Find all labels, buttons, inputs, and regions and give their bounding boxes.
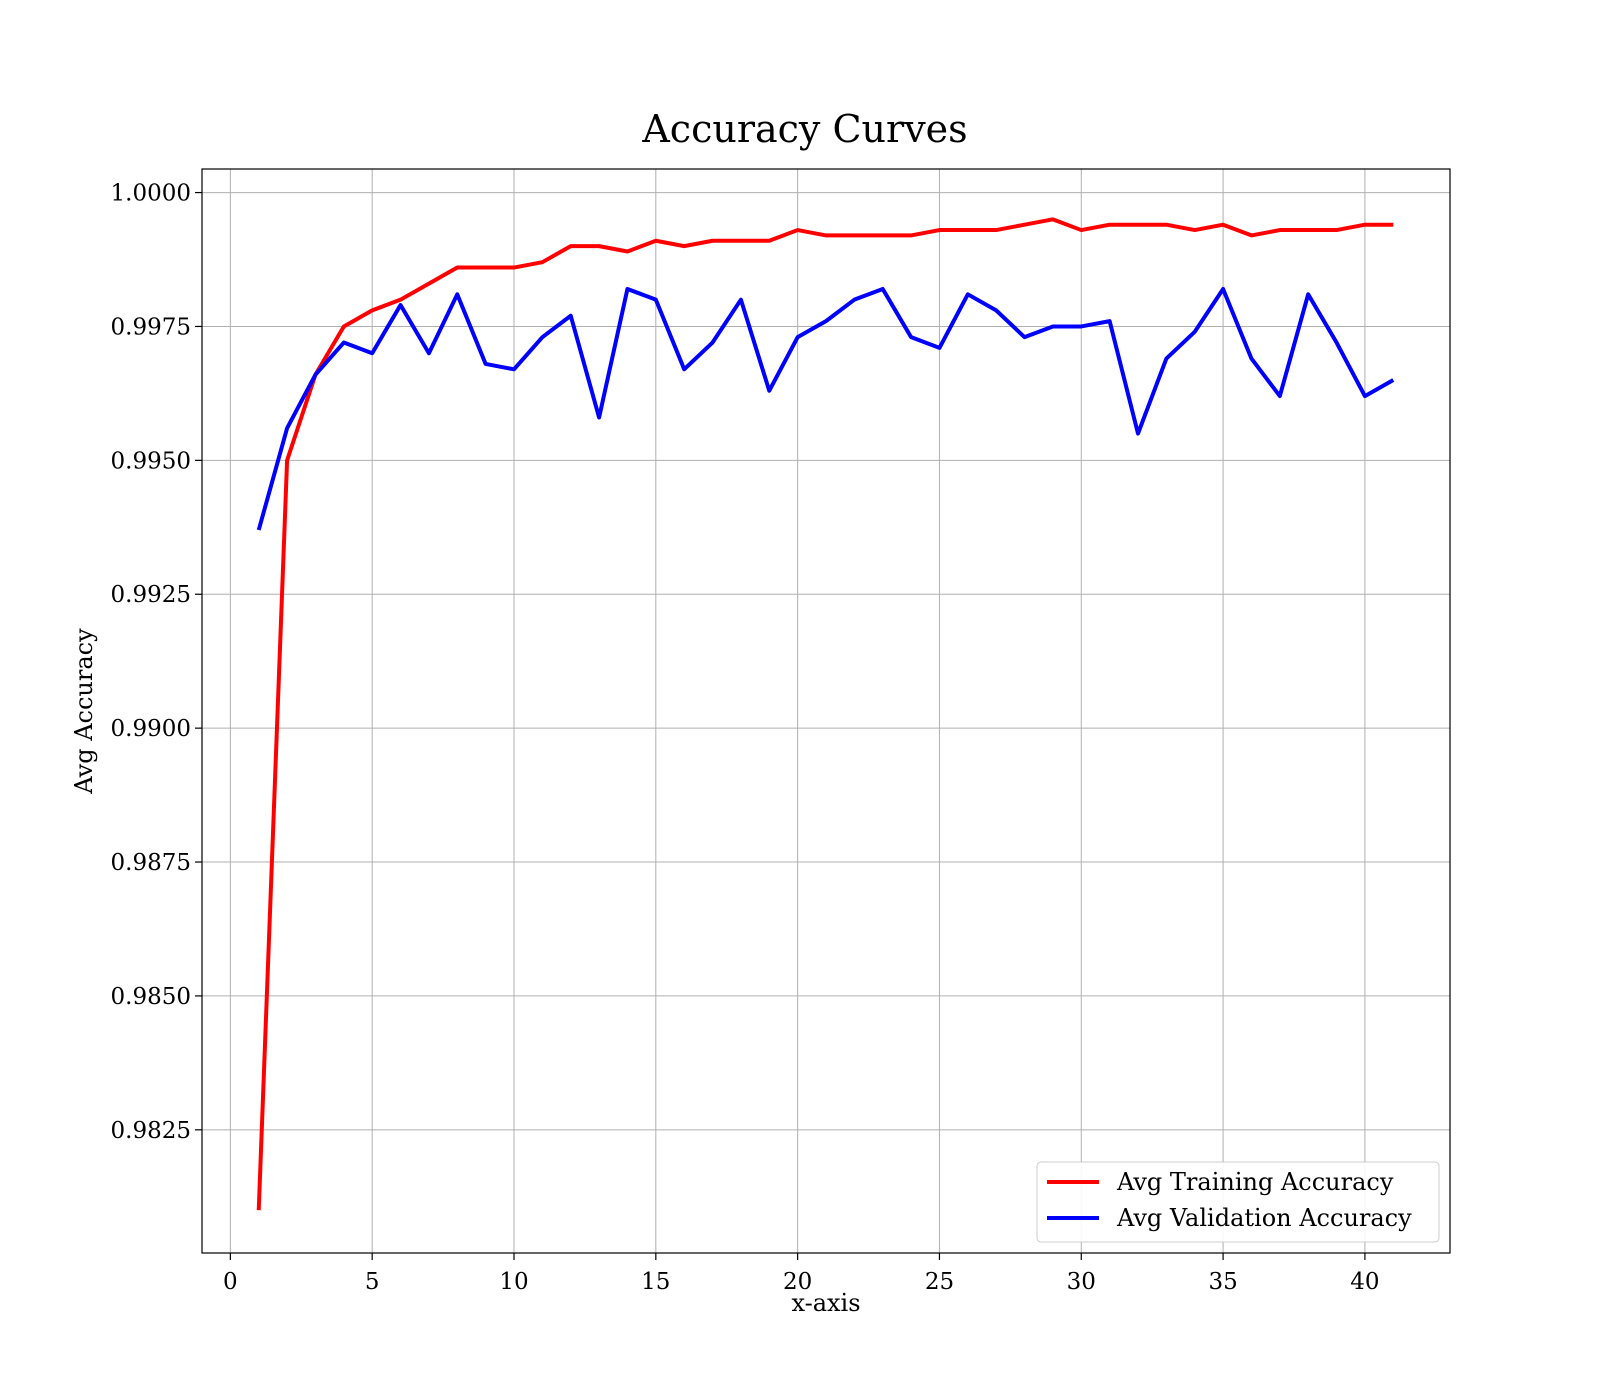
x-tick-label: 10	[499, 1269, 528, 1295]
series-line-validation	[256, 286, 1395, 531]
axis-ticks: 0 5 10 15 20 25 30 35 40 0.9825 0.9850 0.9875 0.9900…	[111, 181, 1380, 1295]
x-tick-label: 20	[783, 1269, 812, 1295]
legend-label-validation: Avg Validation Accuracy	[1116, 1204, 1412, 1232]
y-tick-label: 0.9975	[111, 314, 191, 340]
x-tick-label: 15	[641, 1269, 670, 1295]
y-tick-label: 0.9900	[111, 716, 191, 742]
x-axis-label: x-axis	[791, 1289, 860, 1317]
series-lines	[256, 217, 1395, 1211]
y-axis-label: Avg Accuracy	[70, 628, 98, 795]
grid-lines	[202, 169, 1450, 1253]
plot-frame	[201, 168, 1451, 1254]
x-tick-label: 40	[1350, 1269, 1379, 1295]
x-tick-label: 5	[365, 1269, 380, 1295]
x-tick-label: 35	[1208, 1269, 1237, 1295]
legend-label-training: Avg Training Accuracy	[1116, 1168, 1394, 1196]
y-tick-label: 0.9875	[111, 850, 191, 876]
y-tick-label: 0.9850	[111, 984, 191, 1010]
legend: Avg Training Accuracy Avg Validation Acc…	[1036, 1161, 1440, 1243]
x-tick-label: 30	[1067, 1269, 1096, 1295]
chart-title: Accuracy Curves	[641, 107, 967, 151]
x-tick-label: 0	[223, 1269, 238, 1295]
series-line-training	[256, 217, 1394, 1211]
y-tick-label: 0.9825	[111, 1118, 191, 1144]
legend-box	[1036, 1161, 1440, 1243]
y-tick-label: 0.9925	[111, 582, 191, 608]
y-tick-label: 0.9950	[111, 448, 191, 474]
x-tick-label: 25	[925, 1269, 954, 1295]
y-tick-label: 1.0000	[111, 181, 191, 207]
